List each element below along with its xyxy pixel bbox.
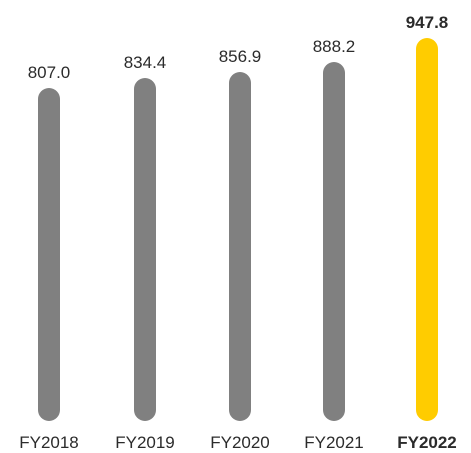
category-label-fy2020: FY2020 bbox=[210, 433, 270, 452]
category-label-fy2019: FY2019 bbox=[115, 433, 175, 452]
bars-group bbox=[38, 38, 438, 421]
bar-fy2019 bbox=[134, 78, 156, 421]
value-label-fy2021: 888.2 bbox=[313, 37, 356, 56]
bar-fy2021 bbox=[323, 62, 345, 421]
value-labels-group: 807.0 834.4 856.9 888.2 947.8 bbox=[28, 13, 449, 82]
value-label-fy2019: 834.4 bbox=[124, 53, 167, 72]
value-label-fy2022: 947.8 bbox=[406, 13, 449, 32]
bar-fy2020 bbox=[229, 72, 251, 421]
value-label-fy2020: 856.9 bbox=[219, 47, 262, 66]
category-labels-group: FY2018 FY2019 FY2020 FY2021 FY2022 bbox=[19, 433, 457, 452]
category-label-fy2018: FY2018 bbox=[19, 433, 79, 452]
category-label-fy2021: FY2021 bbox=[304, 433, 364, 452]
bar-fy2018 bbox=[38, 88, 60, 421]
category-label-fy2022: FY2022 bbox=[397, 433, 457, 452]
value-label-fy2018: 807.0 bbox=[28, 63, 71, 82]
bar-fy2022 bbox=[416, 38, 438, 421]
